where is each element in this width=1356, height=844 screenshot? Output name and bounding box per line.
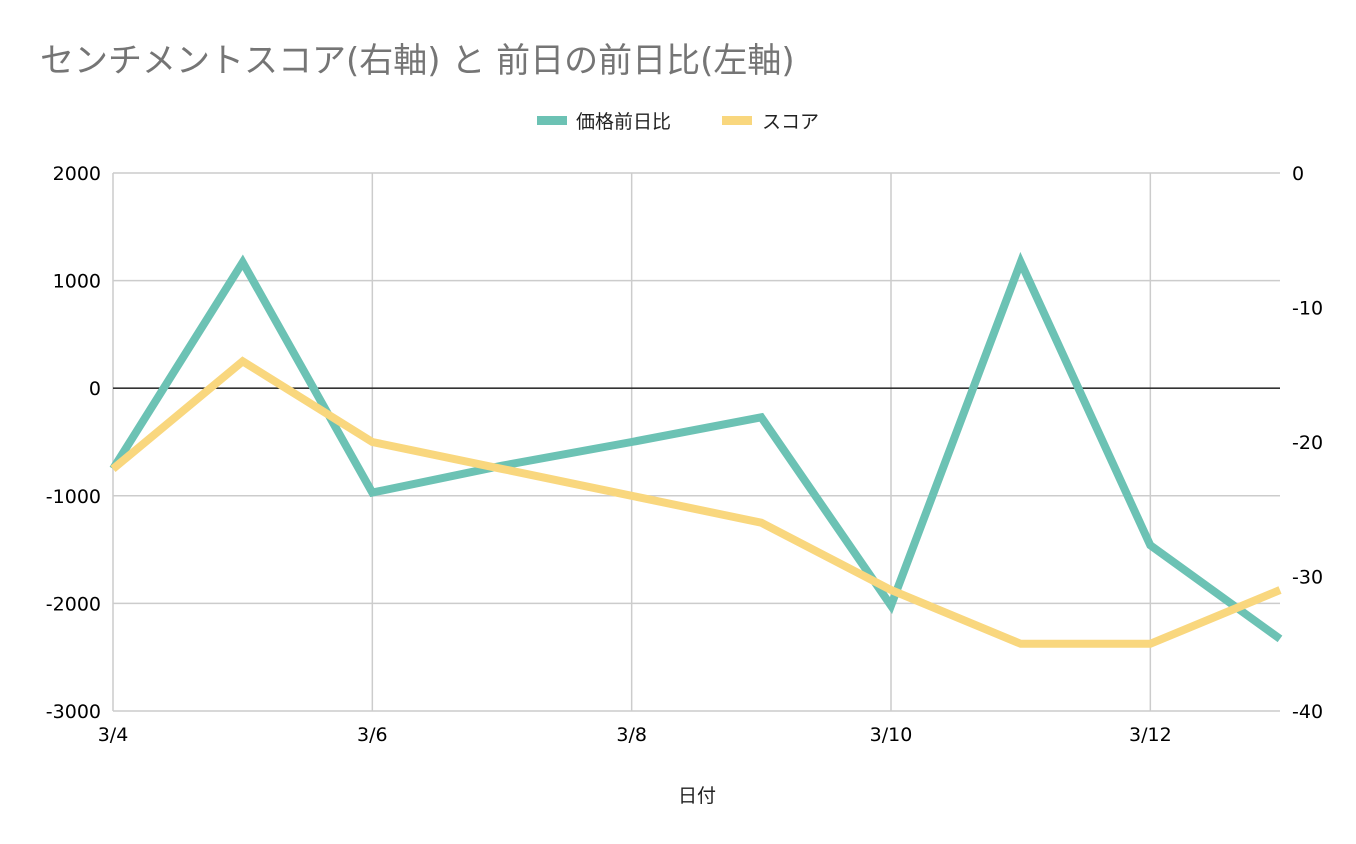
x-tick-label: 3/4: [98, 724, 129, 746]
x-tick-label: 3/8: [616, 724, 647, 746]
y-left-tick-label: -3000: [46, 701, 101, 723]
series-line-price-change: [109, 251, 1283, 643]
y-axis-left: 2000 1000 0 -1000 -2000 -3000: [46, 163, 101, 723]
x-tick-label: 3/6: [357, 724, 388, 746]
y-left-tick-label: 1000: [53, 271, 101, 293]
grid: [112, 172, 1280, 712]
legend-swatch-price: [537, 116, 567, 125]
chart-title: センチメントスコア(右軸) と 前日の前日比(左軸): [40, 41, 795, 81]
series-line-score: [110, 356, 1282, 648]
y-left-tick-label: -2000: [46, 593, 101, 615]
x-axis: 3/4 3/6 3/8 3/10 3/12: [98, 724, 1172, 746]
y-right-tick-label: -30: [1292, 567, 1323, 589]
y-left-tick-label: 2000: [53, 163, 101, 185]
x-tick-label: 3/12: [1129, 724, 1172, 746]
y-right-tick-label: -10: [1292, 298, 1323, 320]
legend-label-price: 価格前日比: [576, 111, 671, 133]
y-right-tick-label: 0: [1292, 163, 1304, 185]
y-axis-right: 0 -10 -20 -30 -40: [1292, 163, 1323, 723]
x-tick-label: 3/10: [870, 724, 913, 746]
y-left-tick-label: 0: [89, 378, 101, 400]
legend: 価格前日比 スコア: [537, 111, 819, 133]
legend-label-score: スコア: [762, 111, 819, 133]
legend-swatch-score: [722, 116, 752, 125]
series: [109, 251, 1283, 648]
y-right-tick-label: -20: [1292, 432, 1323, 454]
y-right-tick-label: -40: [1292, 701, 1323, 723]
y-left-tick-label: -1000: [46, 486, 101, 508]
x-axis-title: 日付: [678, 785, 716, 807]
